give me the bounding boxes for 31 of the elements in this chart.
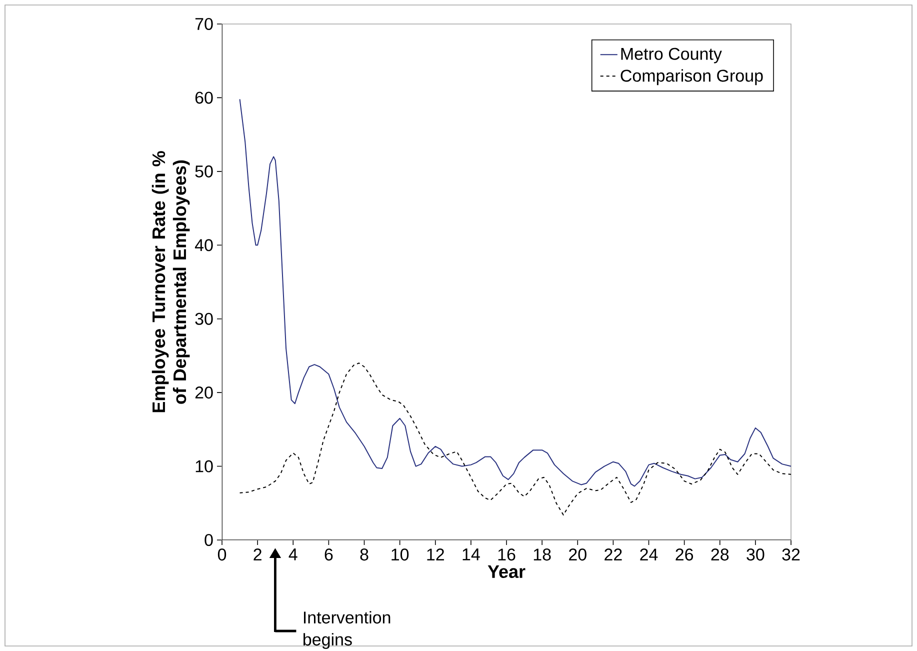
y-tick-label: 0 [204,534,213,546]
legend-label: Comparison Group [620,69,763,86]
x-tick-label: 16 [498,548,516,561]
line-series [239,98,792,487]
x-tick-label: 10 [392,548,409,561]
x-tick-label: 8 [360,548,368,561]
x-tick-label: 14 [462,548,480,560]
x-tick-label: 24 [640,548,658,560]
y-tick-label: 70 [195,18,213,30]
x-tick-label: 4 [288,548,298,560]
x-tick-label: 30 [746,548,764,561]
y-tick-label: 50 [195,165,213,178]
x-tick-label: 28 [711,548,729,561]
x-tick-label: 0 [218,548,226,561]
x-axis-title: Year [488,565,526,578]
y-tick-label: 10 [196,460,213,472]
x-tick-label: 26 [676,548,694,561]
x-tick-label: 32 [782,548,800,561]
y-tick-label: 30 [195,312,213,325]
x-tick-label: 20 [569,548,586,561]
y-axis-title: Employee Turnover Rate (in % of Departmental Employees) [152,151,190,412]
x-tick-label: 12 [427,548,444,560]
y-tick-label: 20 [195,386,213,399]
x-tick-label: 18 [534,548,551,561]
x-tick-label: 22 [604,548,622,560]
y-tick-label: 60 [195,92,213,104]
y-tick-label: 40 [194,239,213,252]
text: Intervention begins [304,611,390,649]
x-tick-label: 6 [324,548,333,561]
x-tick-label: 2 [254,548,262,560]
legend-label: Metro County [621,48,722,64]
